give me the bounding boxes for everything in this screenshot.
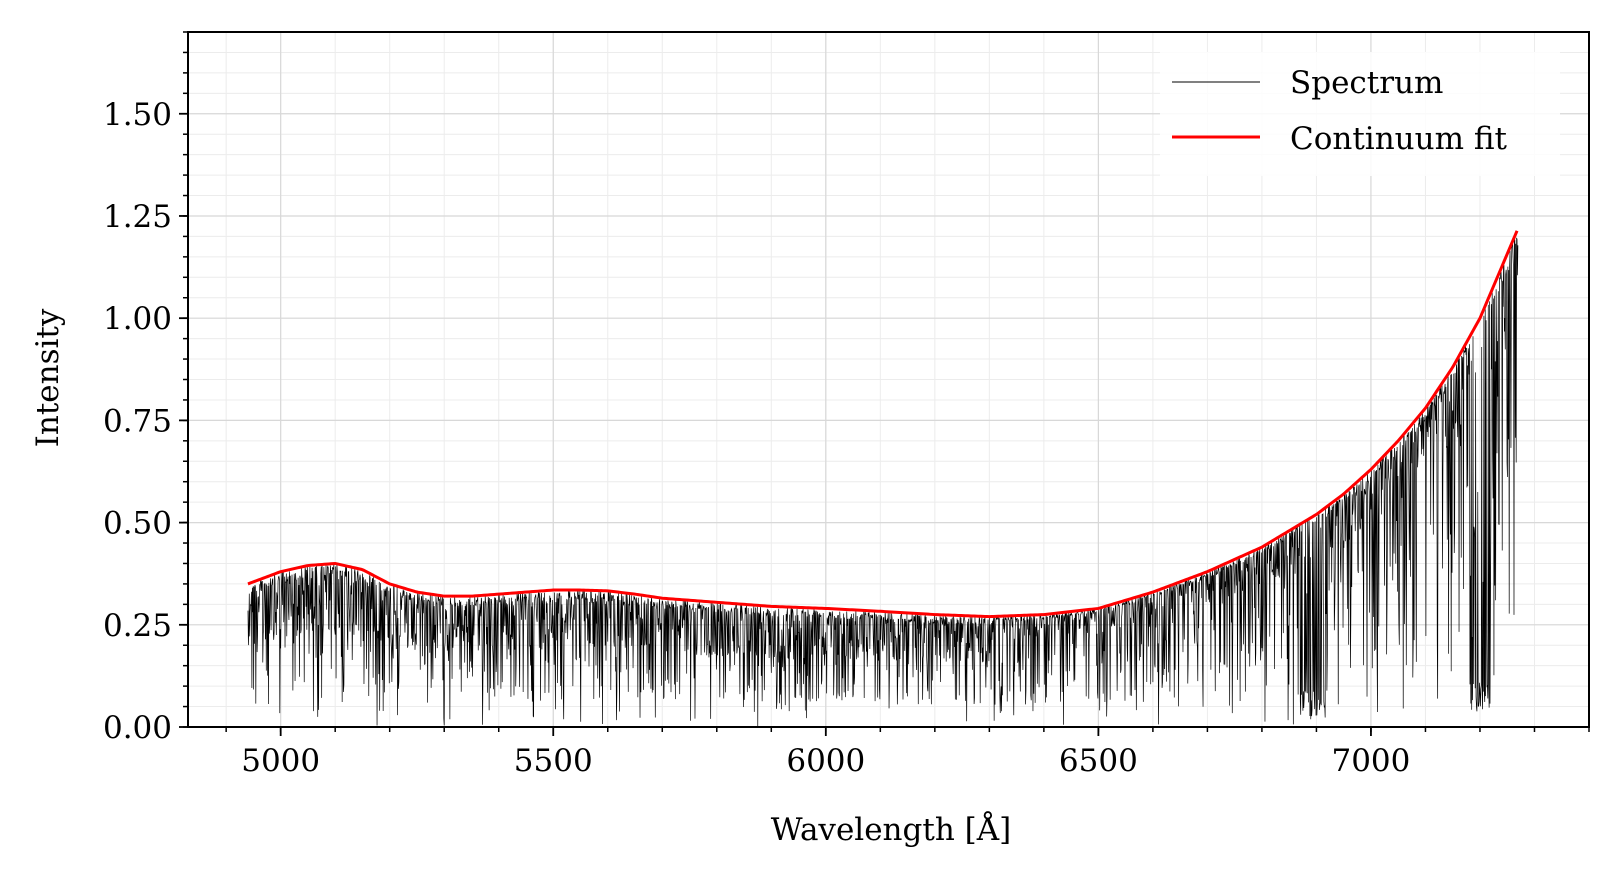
continuum-fit-line [247, 230, 1519, 619]
axis-ticks: 5000 5500 6000 6500 7000 0.00 0.25 0.50 0.75 1.00… [103, 31, 1590, 779]
x-axis-label: Wavelength [Å] [771, 810, 1011, 848]
y-tick-label: 0.75 [103, 403, 172, 439]
y-tick-label: 0.00 [103, 710, 172, 746]
legend: Spectrum Continuum fit [1160, 52, 1560, 176]
spectrum-line [247, 237, 1519, 727]
x-tick-label: 7000 [1331, 743, 1410, 779]
legend-label-spectrum: Spectrum [1290, 65, 1443, 101]
legend-label-continuum-fit: Continuum fit [1290, 121, 1508, 157]
y-axis-label: Intensity [30, 308, 66, 447]
y-tick-label: 1.00 [103, 301, 172, 337]
continuum-fit-series [247, 230, 1519, 619]
y-tick-label: 0.50 [103, 506, 172, 542]
x-tick-label: 6500 [1059, 743, 1138, 779]
spectrum-series [247, 237, 1519, 727]
y-tick-label: 0.25 [103, 608, 172, 644]
legend-box [1160, 52, 1560, 176]
y-tick-label: 1.50 [103, 97, 172, 133]
x-tick-label: 6000 [786, 743, 865, 779]
y-tick-label: 1.25 [103, 199, 172, 235]
x-tick-label: 5500 [514, 743, 593, 779]
x-tick-label: 5000 [241, 743, 320, 779]
